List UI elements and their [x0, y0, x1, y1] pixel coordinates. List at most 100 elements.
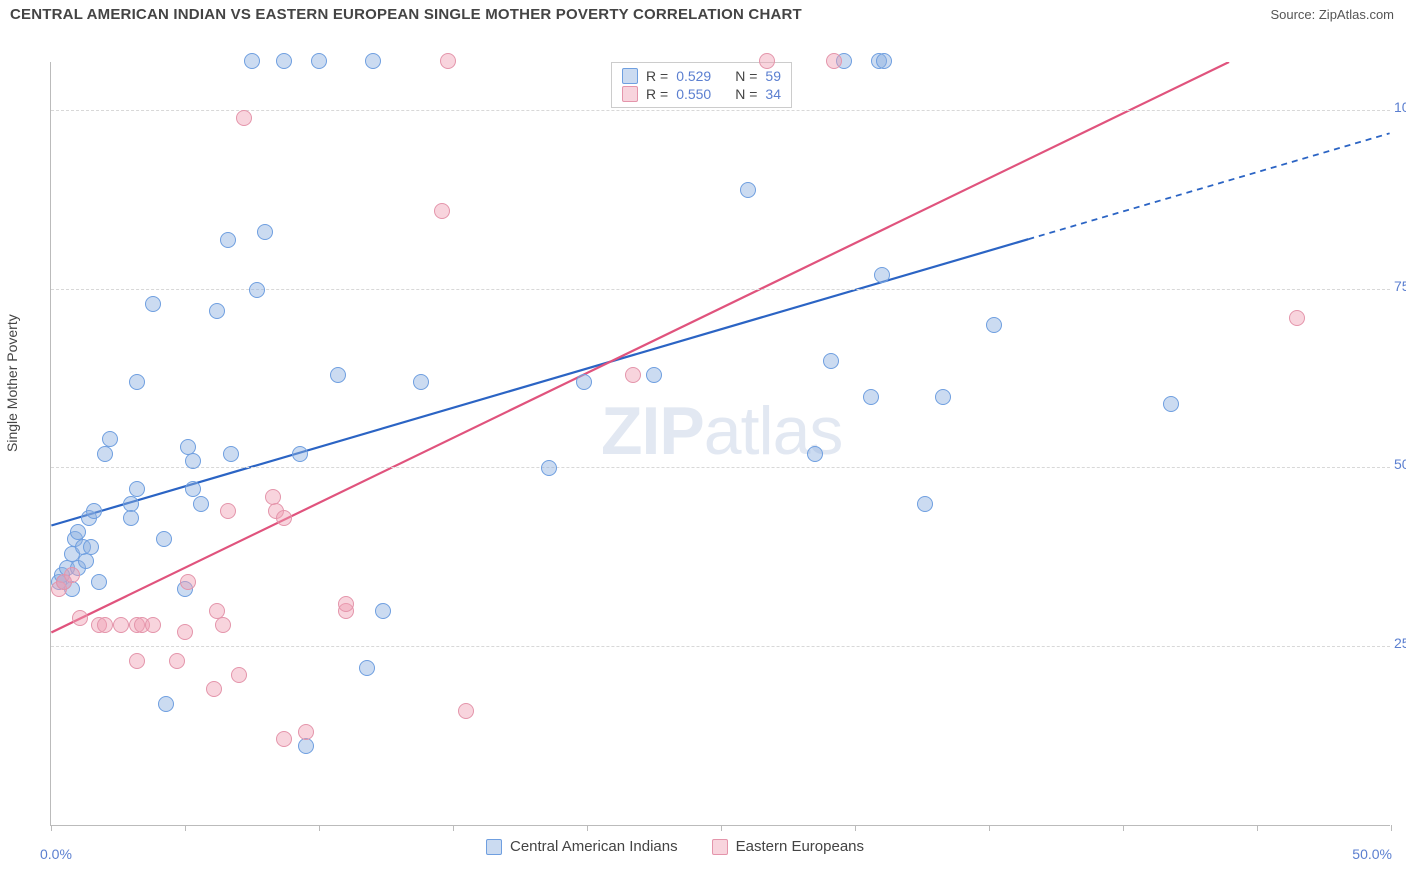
- data-point: [231, 667, 247, 683]
- data-point: [156, 531, 172, 547]
- data-point: [541, 460, 557, 476]
- x-axis-label-max: 50.0%: [1352, 846, 1392, 862]
- x-tick-mark: [1257, 825, 1258, 831]
- data-point: [78, 553, 94, 569]
- data-point: [220, 503, 236, 519]
- data-point: [64, 567, 80, 583]
- x-tick-mark: [855, 825, 856, 831]
- data-point: [359, 660, 375, 676]
- y-axis-title: Single Mother Poverty: [4, 314, 20, 452]
- data-point: [365, 53, 381, 69]
- swatch-series1: [622, 68, 638, 84]
- n-value-series2: 34: [765, 86, 781, 102]
- n-value-series1: 59: [765, 68, 781, 84]
- legend-label-series2: Eastern Europeans: [736, 838, 864, 855]
- data-point: [576, 374, 592, 390]
- data-point: [1289, 310, 1305, 326]
- source-attribution: Source: ZipAtlas.com: [1270, 7, 1394, 22]
- data-point: [740, 182, 756, 198]
- data-point: [276, 731, 292, 747]
- legend-item-series2: Eastern Europeans: [712, 838, 864, 855]
- data-point: [807, 446, 823, 462]
- watermark-bold: ZIP: [601, 393, 704, 469]
- x-tick-mark: [721, 825, 722, 831]
- r-label: R =: [646, 86, 668, 102]
- data-point: [298, 738, 314, 754]
- data-point: [236, 110, 252, 126]
- data-point: [129, 481, 145, 497]
- gridline-h: [51, 646, 1390, 647]
- y-axis-label: 25.0%: [1394, 635, 1406, 651]
- data-point: [375, 603, 391, 619]
- data-point: [257, 224, 273, 240]
- data-point: [145, 296, 161, 312]
- r-value-series2: 0.550: [676, 86, 711, 102]
- data-point: [276, 510, 292, 526]
- data-point: [209, 303, 225, 319]
- r-label: R =: [646, 68, 668, 84]
- data-point: [935, 389, 951, 405]
- gridline-h: [51, 110, 1390, 111]
- x-tick-mark: [51, 825, 52, 831]
- data-point: [917, 496, 933, 512]
- data-point: [113, 617, 129, 633]
- data-point: [180, 439, 196, 455]
- watermark: ZIPatlas: [601, 392, 842, 470]
- data-point: [177, 624, 193, 640]
- data-point: [169, 653, 185, 669]
- x-tick-mark: [319, 825, 320, 831]
- data-point: [97, 446, 113, 462]
- data-point: [826, 53, 842, 69]
- data-point: [986, 317, 1002, 333]
- legend-item-series1: Central American Indians: [486, 838, 678, 855]
- data-point: [185, 453, 201, 469]
- data-point: [158, 696, 174, 712]
- data-point: [206, 681, 222, 697]
- data-point: [292, 446, 308, 462]
- x-tick-mark: [185, 825, 186, 831]
- data-point: [91, 574, 107, 590]
- data-point: [102, 431, 118, 447]
- data-point: [220, 232, 236, 248]
- data-point: [440, 53, 456, 69]
- data-point: [1163, 396, 1179, 412]
- data-point: [129, 374, 145, 390]
- chart-title: CENTRAL AMERICAN INDIAN VS EASTERN EUROP…: [10, 6, 802, 23]
- series-legend: Central American Indians Eastern Europea…: [486, 838, 864, 855]
- stats-row-series2: R = 0.550 N = 34: [622, 85, 781, 103]
- x-tick-mark: [453, 825, 454, 831]
- swatch-series2: [622, 86, 638, 102]
- data-point: [72, 610, 88, 626]
- data-point: [97, 617, 113, 633]
- x-tick-mark: [587, 825, 588, 831]
- data-point: [83, 539, 99, 555]
- y-axis-label: 50.0%: [1394, 456, 1406, 472]
- chart-container: Single Mother Poverty ZIPatlas R = 0.529…: [0, 34, 1406, 854]
- legend-label-series1: Central American Indians: [510, 838, 678, 855]
- data-point: [123, 510, 139, 526]
- legend-swatch-series2: [712, 839, 728, 855]
- data-point: [86, 503, 102, 519]
- data-point: [863, 389, 879, 405]
- data-point: [458, 703, 474, 719]
- data-point: [874, 267, 890, 283]
- x-tick-mark: [1391, 825, 1392, 831]
- y-axis-label: 100.0%: [1394, 99, 1406, 115]
- x-axis-label-min: 0.0%: [40, 846, 72, 862]
- stats-row-series1: R = 0.529 N = 59: [622, 67, 781, 85]
- data-point: [145, 617, 161, 633]
- data-point: [625, 367, 641, 383]
- data-point: [413, 374, 429, 390]
- data-point: [298, 724, 314, 740]
- data-point: [434, 203, 450, 219]
- data-point: [223, 446, 239, 462]
- data-point: [180, 574, 196, 590]
- data-point: [338, 596, 354, 612]
- data-point: [759, 53, 775, 69]
- data-point: [330, 367, 346, 383]
- data-point: [876, 53, 892, 69]
- data-point: [215, 617, 231, 633]
- data-point: [276, 53, 292, 69]
- n-label: N =: [735, 68, 757, 84]
- x-tick-mark: [1123, 825, 1124, 831]
